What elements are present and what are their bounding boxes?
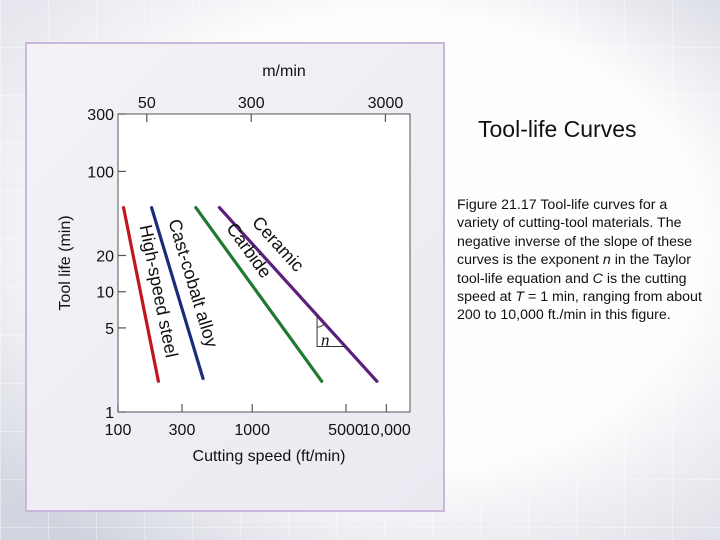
caption-part: T bbox=[515, 289, 525, 306]
x-tick-label: 300 bbox=[169, 422, 196, 439]
caption-part: C bbox=[592, 270, 603, 287]
series-layer bbox=[121, 206, 379, 383]
x-axis-label: Cutting speed (ft/min) bbox=[193, 448, 346, 465]
y-tick-label: 5 bbox=[105, 321, 114, 338]
series-line bbox=[150, 206, 205, 381]
y-tick-label: 1 bbox=[105, 405, 114, 422]
slope-label: n bbox=[321, 330, 330, 349]
y-tick-label: 20 bbox=[96, 248, 114, 265]
figure-caption: Figure 21.17 Tool-life curves for a vari… bbox=[457, 196, 712, 325]
x-tick-label: 1000 bbox=[234, 422, 270, 439]
x-tick-label: 10,000 bbox=[362, 422, 411, 439]
y-axis-label: Tool life (min) bbox=[57, 215, 74, 310]
x-tick-label: 5000 bbox=[328, 422, 364, 439]
series-line bbox=[194, 206, 324, 383]
slope-triangle bbox=[316, 315, 346, 348]
y-tick-label: 100 bbox=[87, 164, 114, 181]
caption-part: is the cutting speed at bbox=[457, 270, 687, 306]
slope-arc bbox=[316, 323, 325, 328]
slide-title: Tool-life Curves bbox=[478, 116, 637, 142]
top-axis-label: m/min bbox=[262, 63, 306, 80]
series-line bbox=[121, 206, 160, 383]
caption-part: in the Taylor tool-life equation and bbox=[457, 252, 691, 287]
x-tick-label: 100 bbox=[105, 422, 132, 439]
top-tick-label: 300 bbox=[238, 95, 265, 112]
caption-part: n bbox=[602, 252, 611, 269]
top-tick-label: 50 bbox=[138, 95, 156, 112]
top-tick-label: 3000 bbox=[368, 95, 404, 112]
y-tick-label: 300 bbox=[87, 107, 114, 124]
caption-part: Figure 21.17 Tool-life curves for a vari… bbox=[457, 197, 693, 269]
y-tick-label: 10 bbox=[96, 285, 114, 302]
series-line bbox=[217, 206, 379, 383]
caption-part: = 1 min, ranging from about 200 to 10,00… bbox=[457, 289, 702, 324]
